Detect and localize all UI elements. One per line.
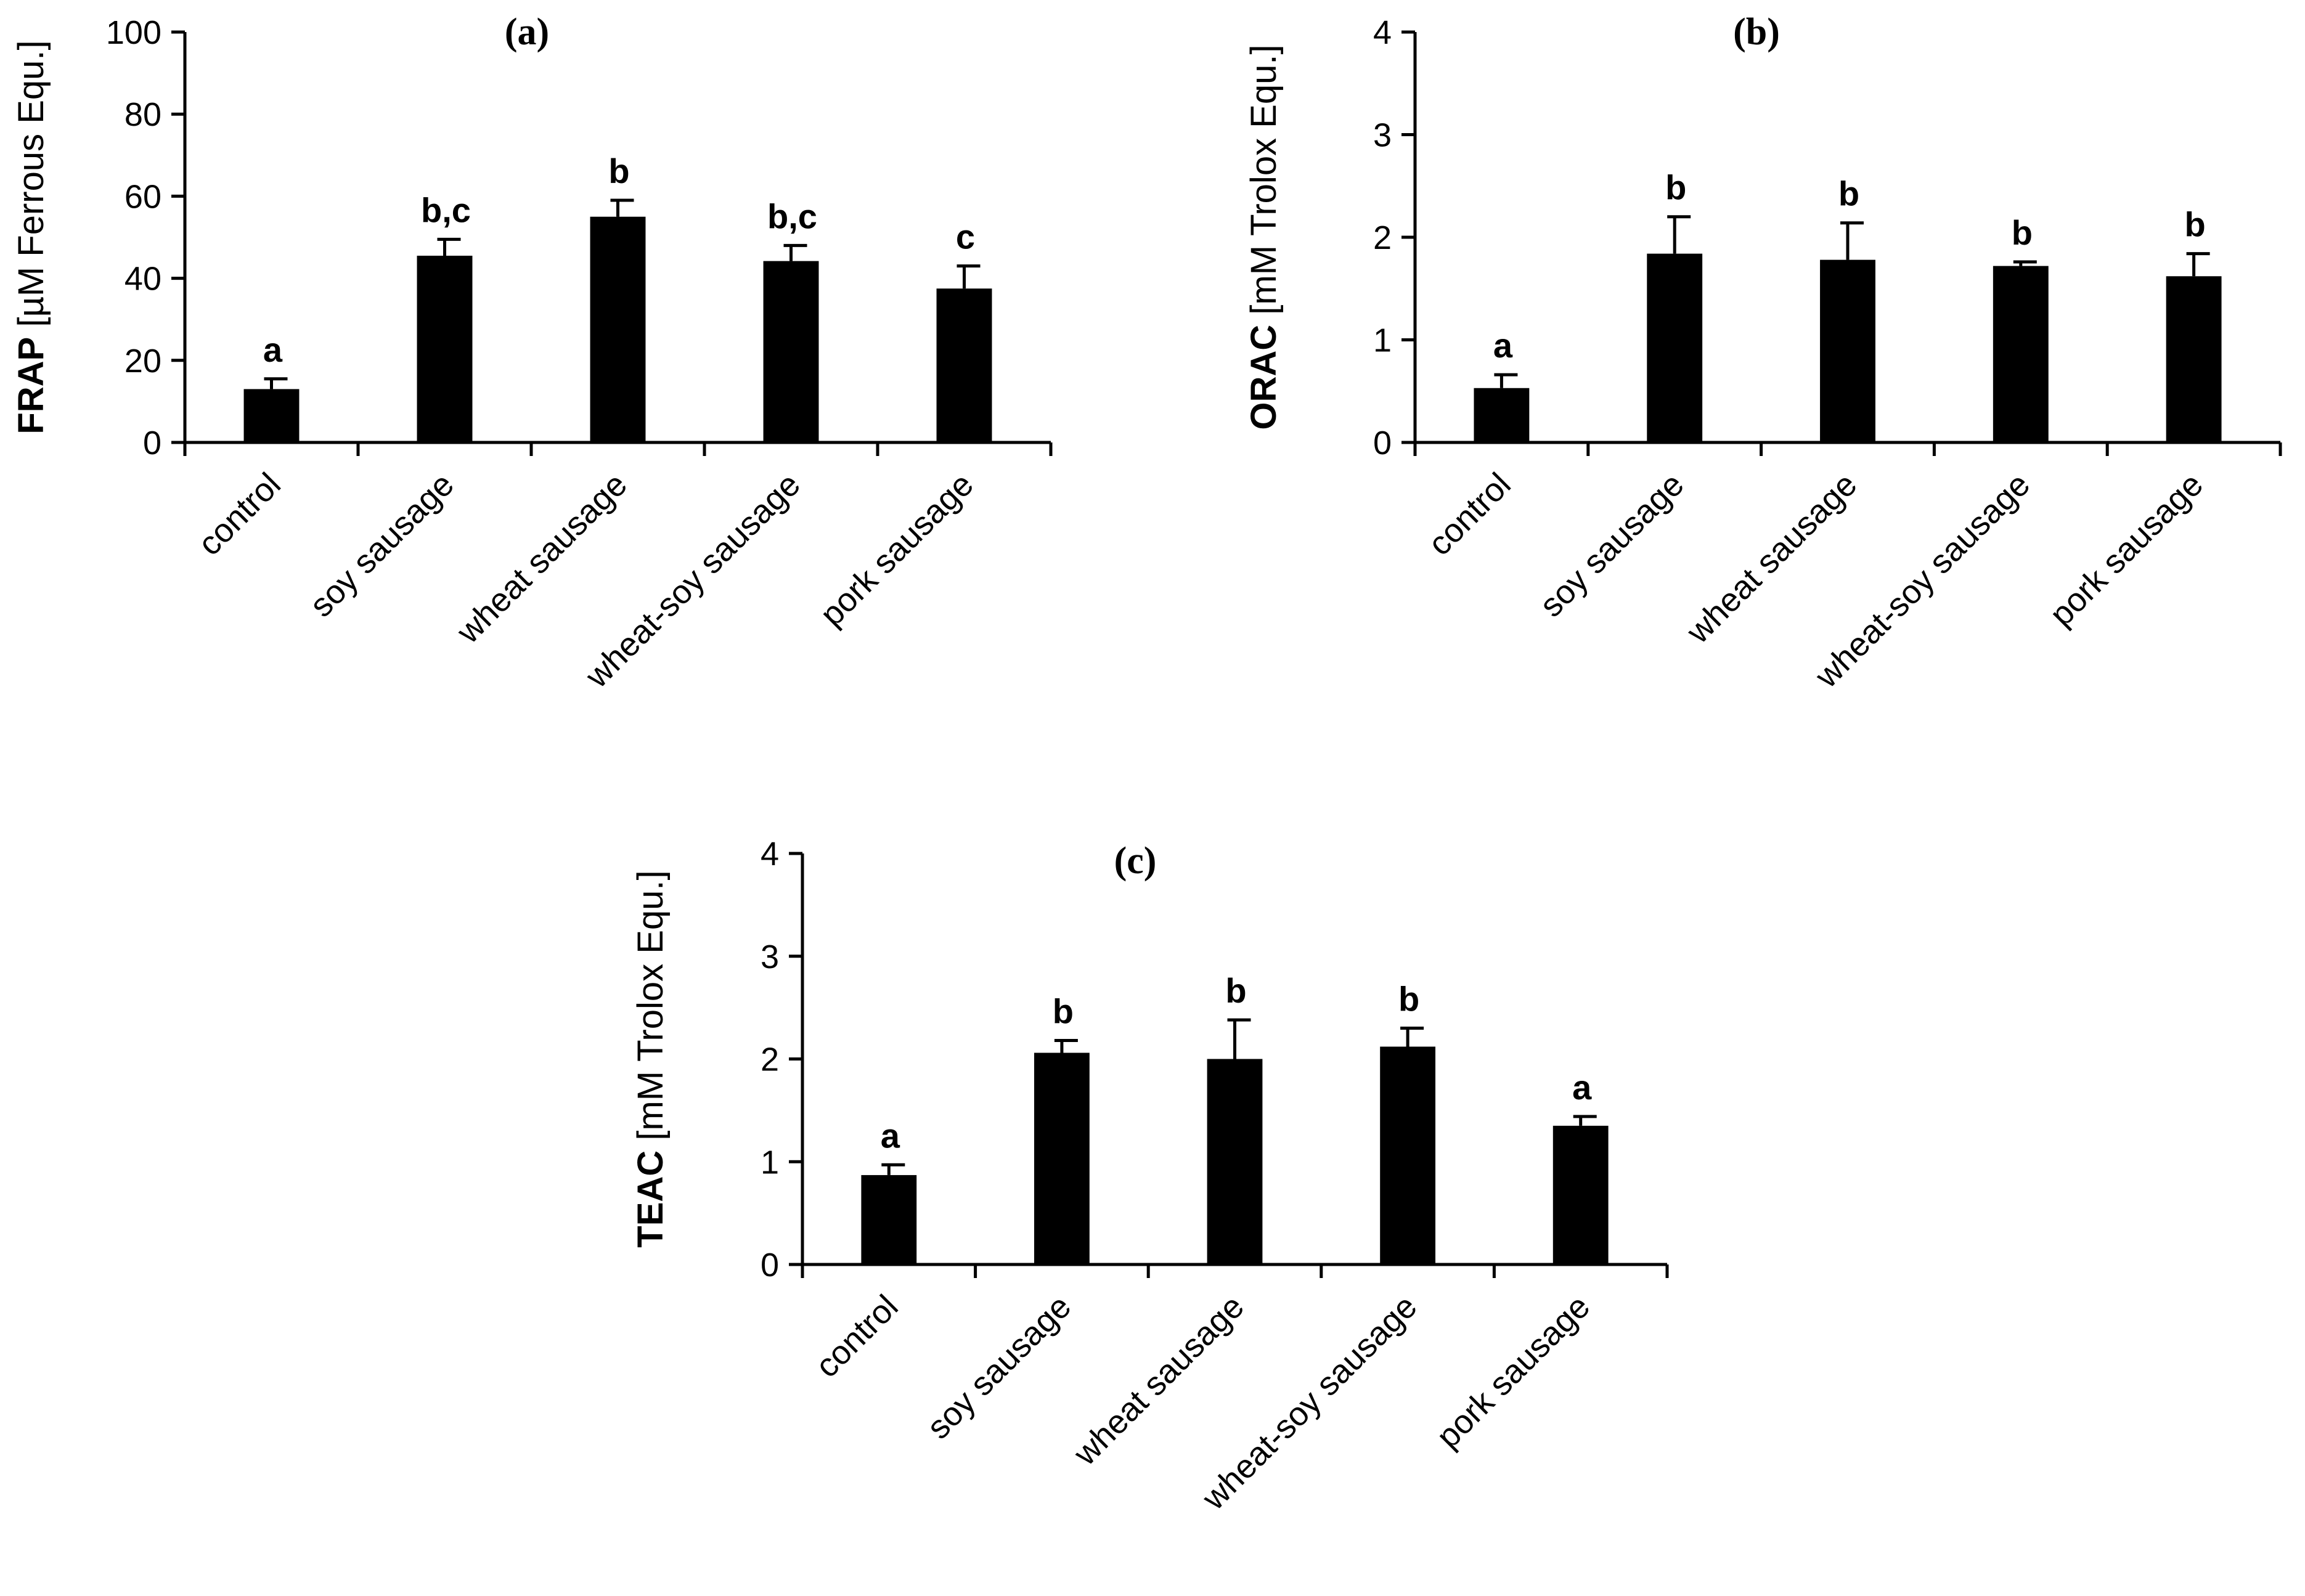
error-bar — [783, 243, 807, 261]
significance-label: a — [263, 330, 283, 369]
y-axis-label-bold: TEAC — [630, 1150, 671, 1248]
y-tick-label: 1 — [761, 1144, 779, 1181]
bar-wheat-soy-sausage — [1993, 266, 2049, 442]
y-axis-label: ORAC [mM Trolox Equ.] — [1244, 44, 1284, 430]
bar-wheat-sausage — [590, 216, 646, 442]
bar-soy-sausage — [417, 255, 473, 442]
error-bar — [1400, 1026, 1424, 1047]
significance-label: a — [1493, 326, 1513, 365]
y-tick-label: 100 — [106, 14, 161, 51]
error-bar — [881, 1163, 905, 1175]
bar-pork-sausage — [2166, 276, 2222, 442]
y-tick-label: 1 — [1373, 322, 1392, 359]
y-tick-label: 80 — [124, 96, 161, 133]
y-tick-label: 60 — [124, 178, 161, 215]
y-tick-label: 0 — [143, 425, 161, 462]
y-tick-label: 4 — [1373, 14, 1392, 51]
error-bar — [610, 198, 634, 217]
bar-wheat-soy-sausage — [1380, 1046, 1435, 1264]
bar-pork-sausage — [936, 288, 992, 442]
error-bar — [2186, 252, 2210, 277]
significance-label: c — [956, 218, 975, 256]
significance-label: b — [2012, 213, 2033, 252]
y-tick-label: 2 — [761, 1041, 779, 1078]
y-axis-label-bold: ORAC — [1244, 325, 1284, 430]
y-axis-label: FRAP [µM Ferrous Equ.] — [11, 40, 51, 434]
bar-pork-sausage — [1552, 1125, 1609, 1264]
y-tick-label: 3 — [761, 938, 779, 975]
significance-label: b — [1398, 979, 1419, 1018]
y-tick-label: 2 — [1373, 219, 1392, 256]
y-tick-label: 0 — [761, 1247, 779, 1284]
significance-label: b,c — [767, 197, 817, 235]
error-bar — [1054, 1038, 1078, 1053]
y-axis-label-unit: [mM Trolox Equ.] — [630, 870, 671, 1150]
bar-soy-sausage — [1034, 1052, 1090, 1264]
error-bar — [1573, 1115, 1597, 1126]
significance-label: a — [881, 1116, 900, 1155]
significance-label: b — [608, 152, 629, 190]
y-tick-label: 0 — [1373, 425, 1392, 462]
error-bar — [1494, 373, 1518, 388]
bar-control — [1474, 388, 1530, 442]
y-axis-label-unit: [µM Ferrous Equ.] — [11, 40, 51, 336]
bar-control — [861, 1175, 917, 1264]
y-tick-label: 3 — [1373, 117, 1392, 154]
significance-label: a — [1572, 1068, 1592, 1107]
panel-title: (c) — [1114, 840, 1157, 882]
error-bar — [1667, 215, 1691, 254]
error-bar — [437, 237, 461, 256]
significance-label: b — [1225, 971, 1246, 1010]
y-tick-label: 4 — [761, 836, 779, 873]
y-tick-label: 20 — [124, 343, 161, 380]
bar-control — [243, 389, 300, 442]
y-axis-label-bold: FRAP — [11, 337, 51, 434]
y-axis-label: TEAC [mM Trolox Equ.] — [630, 870, 671, 1247]
error-bar — [1840, 221, 1864, 260]
significance-label: b — [1053, 991, 1074, 1030]
panel-title: (a) — [505, 11, 549, 53]
error-bar — [957, 264, 981, 289]
bar-wheat-soy-sausage — [763, 261, 819, 442]
bar-soy-sausage — [1647, 253, 1703, 442]
significance-label: b — [1838, 174, 1859, 213]
significance-label: b — [2184, 205, 2205, 244]
panel-title: (b) — [1733, 11, 1780, 53]
y-tick-label: 40 — [124, 261, 161, 298]
significance-label: b,c — [421, 190, 471, 229]
y-axis-label-unit: [mM Trolox Equ.] — [1244, 44, 1284, 324]
error-bar — [264, 377, 288, 389]
error-bar — [2013, 260, 2037, 266]
error-bar — [1227, 1018, 1251, 1059]
significance-label: b — [1665, 168, 1686, 207]
bar-wheat-sausage — [1207, 1059, 1263, 1264]
bar-wheat-sausage — [1820, 259, 1875, 442]
